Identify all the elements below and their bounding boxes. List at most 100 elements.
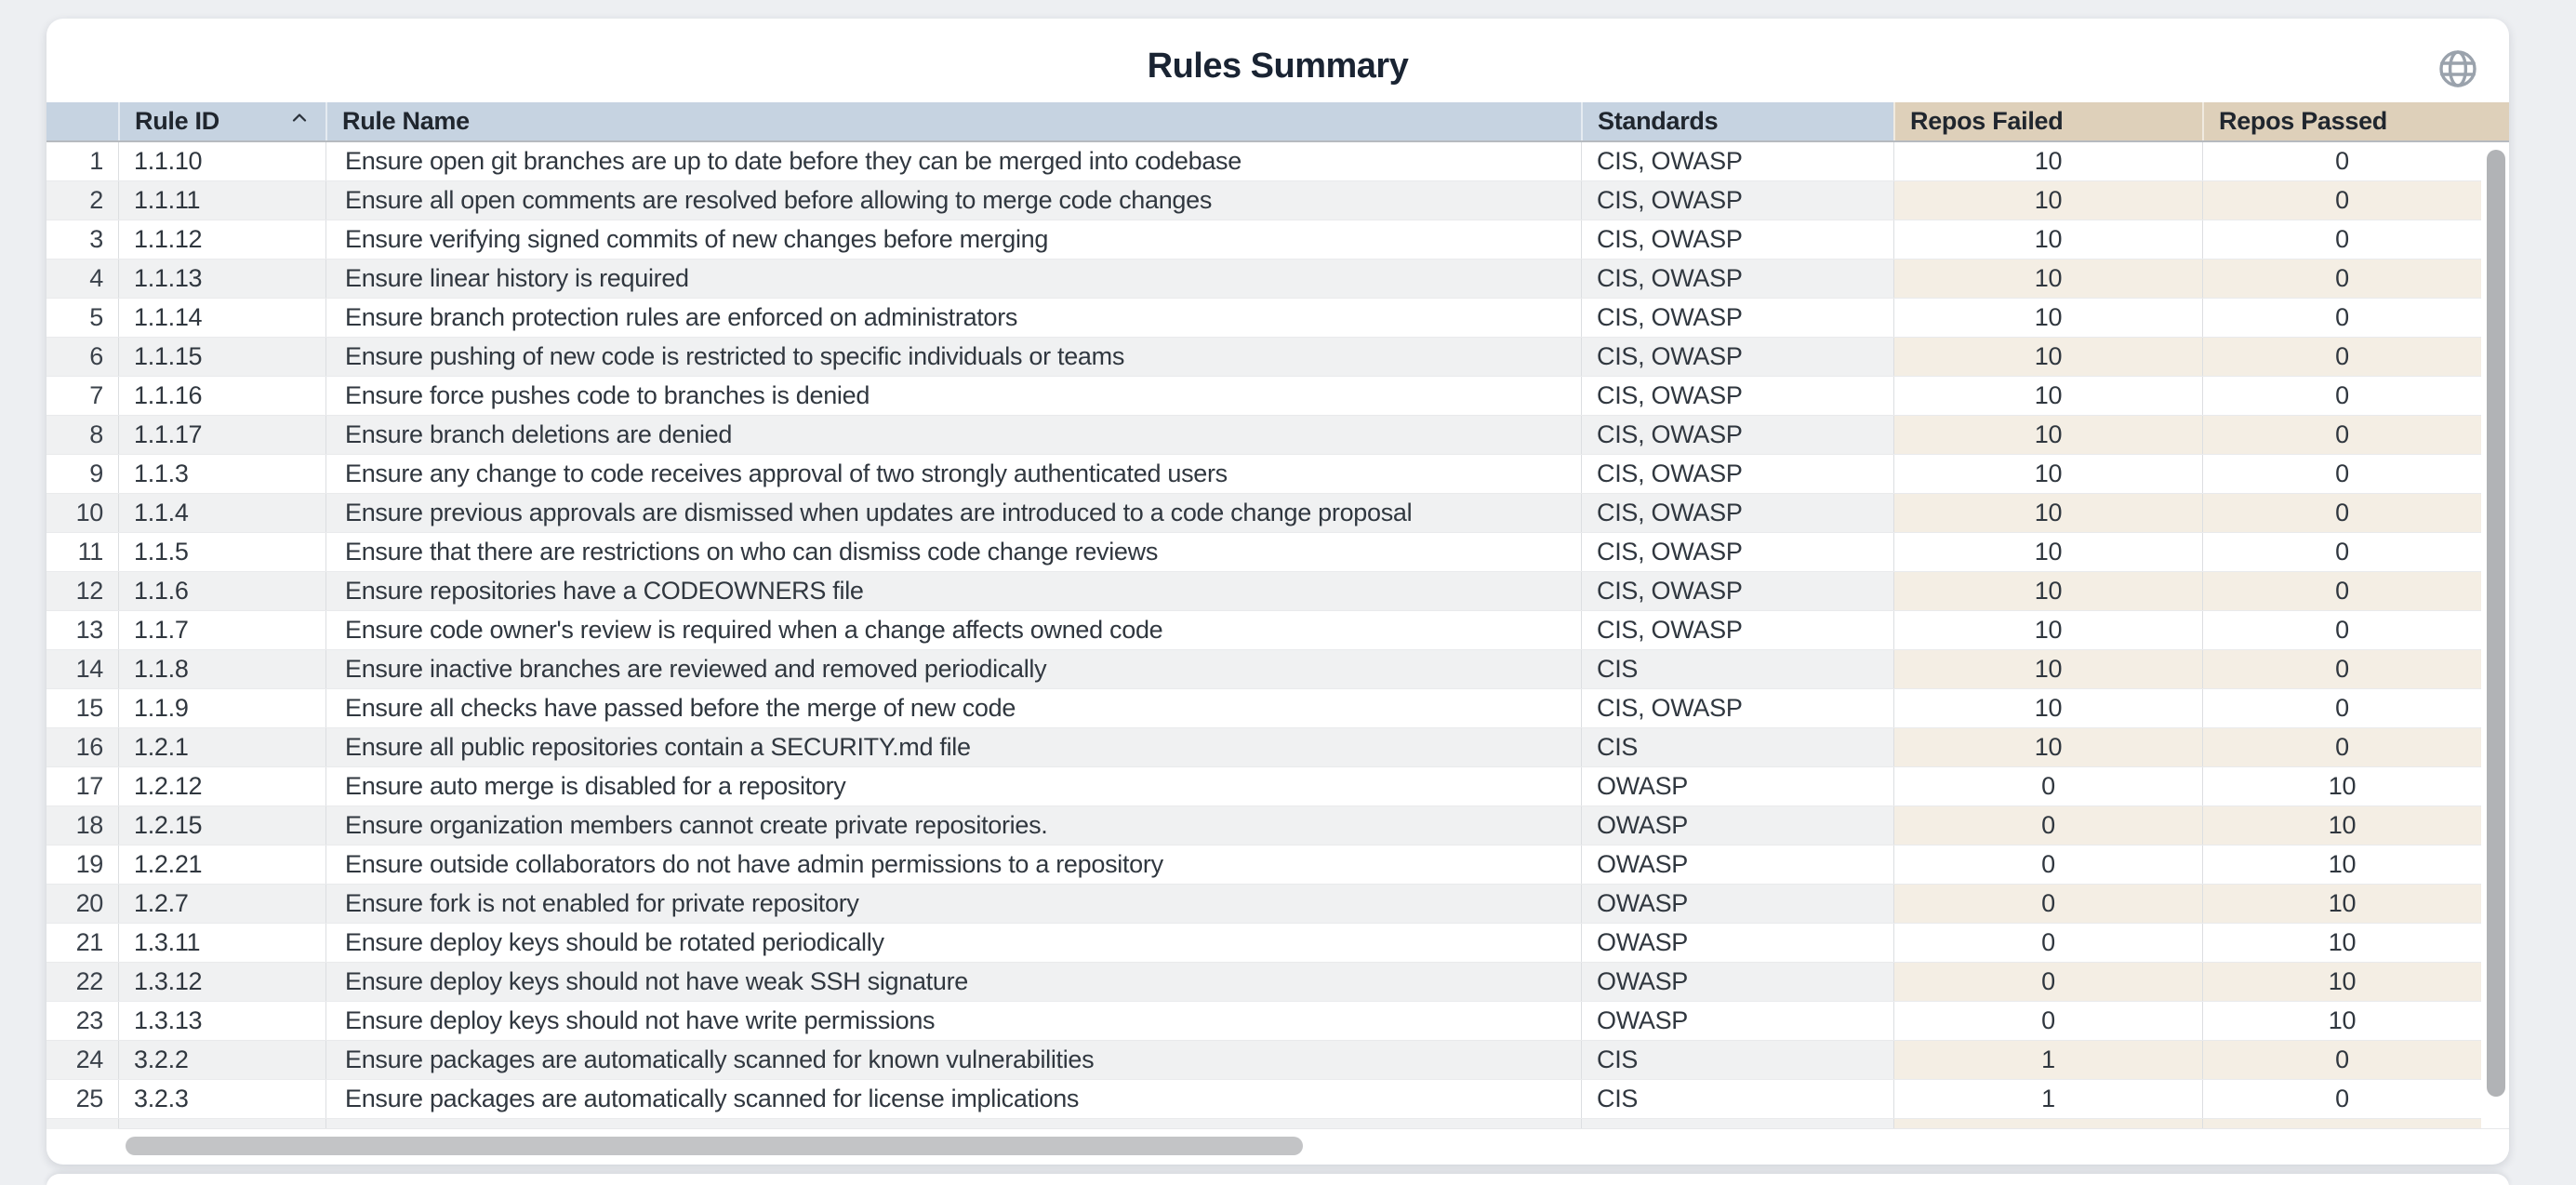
rule-id-cell: 1.1.12 (118, 220, 325, 259)
standards-cell: OWASP (1581, 885, 1893, 923)
repos-passed-cell: 10 (2202, 885, 2481, 923)
table-row: 19 1.2.21 Ensure outside collaborators d… (46, 845, 2481, 885)
repos-failed-cell: 0 (1893, 806, 2202, 845)
row-number-cell: 9 (89, 459, 103, 487)
repos-passed-cell: 0 (2202, 260, 2481, 298)
table-row: 6 1.1.15 Ensure pushing of new code is r… (46, 338, 2481, 377)
rule-id-cell: 1.1.16 (118, 377, 325, 415)
standards-cell: CIS, OWASP (1581, 142, 1893, 180)
vertical-scrollbar-thumb[interactable] (2487, 150, 2505, 1097)
repos-failed-cell: 10 (1893, 416, 2202, 454)
row-number-cell: 3 (89, 225, 103, 253)
table-row: 4 1.1.13 Ensure linear history is requir… (46, 260, 2481, 299)
rules-summary-card: Rules Summary Rule ID (46, 19, 2509, 1165)
repos-passed-cell: 0 (2202, 533, 2481, 571)
row-number-cell: 23 (75, 1006, 104, 1034)
table-row: 10 1.1.4 Ensure previous approvals are d… (46, 494, 2481, 533)
repos-passed-cell: 0 (2202, 299, 2481, 337)
standards-cell (1581, 1119, 1893, 1128)
vertical-scrollbar-track[interactable] (2485, 142, 2507, 1128)
row-number-cell: 18 (46, 806, 118, 845)
table-row: 23 1.3.13 Ensure deploy keys should not … (46, 1002, 2481, 1041)
table-row: 20 1.2.7 Ensure fork is not enabled for … (46, 885, 2481, 924)
rule-id-cell: 1.1.3 (118, 455, 325, 493)
table-row: 17 1.2.12 Ensure auto merge is disabled … (46, 767, 2481, 806)
rule-id-cell: 1.3.13 (118, 1002, 325, 1040)
repos-passed-cell: 10 (2202, 806, 2481, 845)
repos-failed-cell: 0 (1893, 885, 2202, 923)
standards-cell: CIS, OWASP (1581, 416, 1893, 454)
repos-passed-cell: 0 (2202, 338, 2481, 376)
repos-failed-cell: 0 (1893, 845, 2202, 884)
header-standards[interactable]: Standards (1581, 102, 1893, 140)
row-number-cell: 16 (46, 728, 118, 766)
rule-name-cell: Ensure inactive branches are reviewed an… (325, 650, 1581, 688)
rule-name-cell: Ensure deploy keys should not have weak … (325, 963, 1581, 1001)
rule-name-cell: Ensure branch deletions are denied (325, 416, 1581, 454)
rule-name-cell: Ensure fork is not enabled for private r… (325, 885, 1581, 923)
row-number-cell: 17 (75, 772, 104, 800)
table-row: 22 1.3.12 Ensure deploy keys should not … (46, 963, 2481, 1002)
standards-cell: OWASP (1581, 767, 1893, 806)
repos-passed-cell: 0 (2202, 728, 2481, 766)
repos-failed-cell: 10 (1893, 220, 2202, 259)
repos-failed-cell: 0 (1893, 924, 2202, 962)
repos-passed-cell: 10 (2202, 845, 2481, 884)
horizontal-scrollbar-thumb[interactable] (126, 1137, 1303, 1155)
header-repos-failed[interactable]: Repos Failed (1893, 102, 2202, 140)
table-row: 12 1.1.6 Ensure repositories have a CODE… (46, 572, 2481, 611)
repos-failed-cell (1893, 1119, 2202, 1128)
rule-id-cell: 1.1.13 (118, 260, 325, 298)
row-number-cell: 15 (75, 694, 104, 722)
row-number-cell: 2 (46, 181, 118, 220)
table-row: 2 1.1.11 Ensure all open comments are re… (46, 181, 2481, 220)
rule-id-cell: 1.1.4 (118, 494, 325, 532)
table-header-row: Rule ID Rule Name Standards Repos Failed… (46, 102, 2509, 142)
repos-passed-cell: 10 (2202, 1002, 2481, 1040)
rule-name-cell: Ensure repositories have a CODEOWNERS fi… (325, 572, 1581, 610)
header-rule-name[interactable]: Rule Name (325, 102, 1581, 140)
rule-id-cell: 1.1.15 (118, 338, 325, 376)
repos-passed-cell: 10 (2202, 963, 2481, 1001)
rule-id-cell: 1.3.12 (118, 963, 325, 1001)
row-number-cell: 22 (46, 963, 118, 1001)
standards-cell: CIS, OWASP (1581, 455, 1893, 493)
table-row-partial (46, 1119, 2481, 1128)
rule-id-cell: 1.1.8 (118, 650, 325, 688)
standards-cell: CIS, OWASP (1581, 533, 1893, 571)
repos-passed-cell: 0 (2202, 1080, 2481, 1118)
header-rule-id[interactable]: Rule ID (118, 102, 325, 140)
horizontal-scrollbar-track[interactable] (118, 1128, 2509, 1162)
rule-id-cell: 1.2.21 (118, 845, 325, 884)
standards-cell: CIS, OWASP (1581, 494, 1893, 532)
table-row: 13 1.1.7 Ensure code owner's review is r… (46, 611, 2481, 650)
standards-cell: OWASP (1581, 1002, 1893, 1040)
rule-id-cell: 1.1.17 (118, 416, 325, 454)
table-row: 7 1.1.16 Ensure force pushes code to bra… (46, 377, 2481, 416)
rule-name-cell: Ensure branch protection rules are enfor… (325, 299, 1581, 337)
rule-id-cell: 1.2.12 (118, 767, 325, 806)
rule-id-cell: 1.2.7 (118, 885, 325, 923)
rule-id-cell: 1.2.1 (118, 728, 325, 766)
repos-failed-cell: 1 (1893, 1041, 2202, 1079)
globe-button[interactable] (2435, 47, 2481, 93)
rule-name-cell: Ensure all checks have passed before the… (325, 689, 1581, 727)
repos-passed-cell: 0 (2202, 455, 2481, 493)
table-row: 21 1.3.11 Ensure deploy keys should be r… (46, 924, 2481, 963)
row-number-cell: 8 (46, 416, 118, 454)
standards-cell: CIS, OWASP (1581, 572, 1893, 610)
chevron-up-icon (288, 102, 311, 140)
header-repos-passed[interactable]: Repos Passed (2202, 102, 2509, 140)
repos-passed-cell: 0 (2202, 689, 2481, 727)
row-number-cell: 19 (75, 850, 104, 878)
rule-name-cell: Ensure code owner's review is required w… (325, 611, 1581, 649)
standards-cell: OWASP (1581, 924, 1893, 962)
standards-cell: OWASP (1581, 845, 1893, 884)
repos-passed-cell: 10 (2202, 924, 2481, 962)
rule-id-cell (118, 1119, 325, 1128)
rule-id-cell: 1.1.7 (118, 611, 325, 649)
rule-name-cell: Ensure all public repositories contain a… (325, 728, 1581, 766)
standards-cell: CIS (1581, 1041, 1893, 1079)
rule-id-cell: 1.1.6 (118, 572, 325, 610)
